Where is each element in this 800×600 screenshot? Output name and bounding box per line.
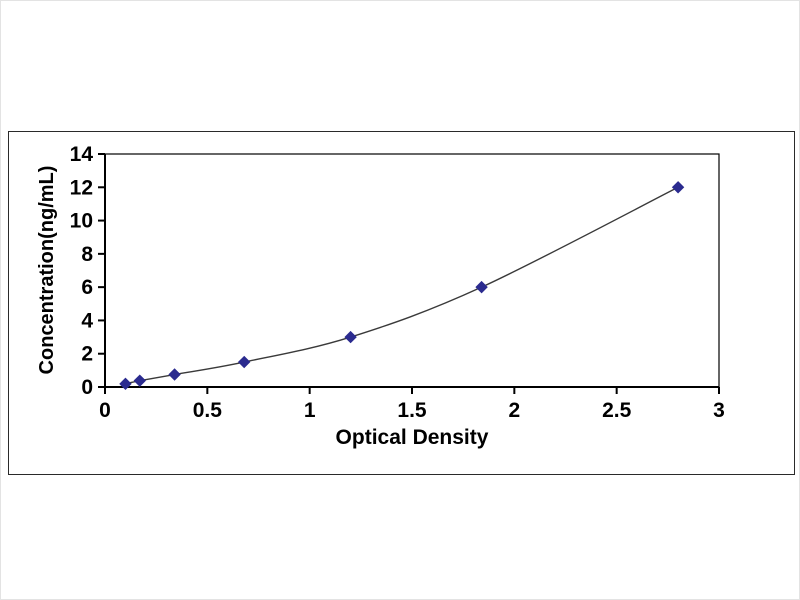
data-point-marker xyxy=(475,280,488,294)
x-tick-label: 1.5 xyxy=(397,399,427,422)
x-tick-label: 2.5 xyxy=(602,399,632,422)
data-point-marker xyxy=(671,181,685,194)
chart-frame: 0 0.5 1 1.5 2 2.5 3 0 2 4 6 8 10 12 14 Optical Density… xyxy=(8,131,795,475)
x-tick-label: 2 xyxy=(508,399,520,422)
chart-svg: 0 0.5 1 1.5 2 2.5 3 0 2 4 6 8 10 12 14 Optical Density… xyxy=(36,143,725,449)
standard-curve-line xyxy=(125,186,679,385)
x-tick-label: 3 xyxy=(713,399,725,422)
data-point-marker xyxy=(168,368,181,381)
x-tick-label: 0.5 xyxy=(193,399,223,422)
y-tick-label: 14 xyxy=(70,143,94,166)
y-tick-label: 4 xyxy=(81,309,93,332)
y-tick-label: 8 xyxy=(81,243,93,266)
chart-plot-layer: 0 0.5 1 1.5 2 2.5 3 0 2 4 6 8 10 12 14 xyxy=(70,143,725,422)
x-axis-label: Optical Density xyxy=(336,426,489,449)
y-axis-label: Concentration(ng/mL) xyxy=(36,166,58,375)
data-point-marker xyxy=(344,330,357,344)
plot-frame xyxy=(104,153,720,388)
x-tick-label: 0 xyxy=(99,399,111,422)
x-tick-label: 1 xyxy=(304,399,316,422)
y-tick-label: 12 xyxy=(70,176,93,199)
y-tick-label: 2 xyxy=(81,343,93,366)
data-point-marker xyxy=(133,374,147,387)
data-point-marker xyxy=(119,377,132,391)
y-tick-label: 0 xyxy=(81,376,93,399)
y-tick-label: 6 xyxy=(81,276,93,299)
y-tick-label: 10 xyxy=(70,210,93,233)
data-point-marker xyxy=(237,355,251,369)
